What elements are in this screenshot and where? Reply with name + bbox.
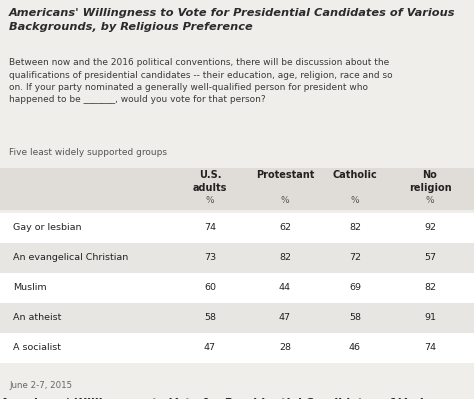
Text: 74: 74 — [204, 223, 216, 233]
Text: Gay or lesbian: Gay or lesbian — [13, 223, 82, 233]
Text: Catholic: Catholic — [333, 170, 377, 180]
Bar — [0, 273, 474, 303]
Text: Between now and the 2016 political conventions, there will be discussion about t: Between now and the 2016 political conve… — [9, 58, 392, 105]
Text: 69: 69 — [349, 284, 361, 292]
Bar — [0, 303, 474, 333]
Text: Muslim: Muslim — [13, 284, 46, 292]
Text: Americans' Willingness to Vote for Presidential Candidates of Various
Background: Americans' Willingness to Vote for Presi… — [9, 8, 456, 32]
Text: %: % — [351, 196, 359, 205]
Text: Five least widely supported groups: Five least widely supported groups — [9, 148, 167, 157]
Text: 57: 57 — [424, 253, 436, 263]
Text: 82: 82 — [349, 223, 361, 233]
Text: Protestant: Protestant — [256, 170, 314, 180]
Bar — [0, 168, 474, 210]
Text: 44: 44 — [279, 284, 291, 292]
Text: %: % — [281, 196, 289, 205]
Text: 58: 58 — [349, 314, 361, 322]
Text: 73: 73 — [204, 253, 216, 263]
Text: 60: 60 — [204, 284, 216, 292]
Text: 82: 82 — [424, 284, 436, 292]
Text: A socialist: A socialist — [13, 344, 61, 352]
Text: 92: 92 — [424, 223, 436, 233]
Text: 46: 46 — [349, 344, 361, 352]
Bar — [0, 333, 474, 363]
Text: An evangelical Christian: An evangelical Christian — [13, 253, 128, 263]
Bar — [0, 213, 474, 243]
Text: 47: 47 — [204, 344, 216, 352]
Text: 91: 91 — [424, 314, 436, 322]
Text: An atheist: An atheist — [13, 314, 61, 322]
Text: No
religion: No religion — [409, 170, 451, 193]
Text: 58: 58 — [204, 314, 216, 322]
Text: 82: 82 — [279, 253, 291, 263]
Text: %: % — [426, 196, 434, 205]
Text: %: % — [206, 196, 214, 205]
Text: 72: 72 — [349, 253, 361, 263]
Text: 28: 28 — [279, 344, 291, 352]
Text: 47: 47 — [279, 314, 291, 322]
Text: June 2-7, 2015: June 2-7, 2015 — [9, 381, 72, 390]
Bar — [0, 243, 474, 273]
Text: U.S.
adults: U.S. adults — [193, 170, 227, 193]
Text: Americans' Willingness to Vote for Presidential Candidates of Various
Background: Americans' Willingness to Vote for Presi… — [0, 398, 447, 399]
Text: 74: 74 — [424, 344, 436, 352]
Text: 62: 62 — [279, 223, 291, 233]
